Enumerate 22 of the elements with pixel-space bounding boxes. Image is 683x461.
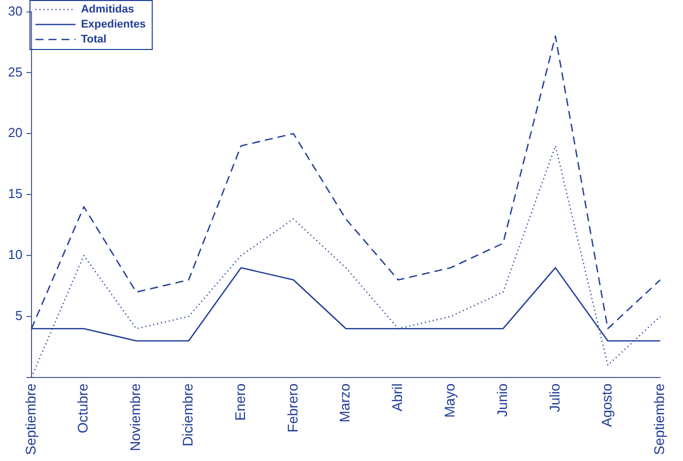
- x-tick-label: Mayo: [441, 383, 458, 418]
- y-tick-label: 15: [8, 186, 22, 202]
- x-tick-label: Septiembre: [651, 383, 668, 455]
- x-tick-label: Octubre: [74, 383, 91, 434]
- y-tick-label: 20: [8, 125, 22, 140]
- x-tick-label: Abril: [389, 383, 406, 412]
- x-tick-label: Noviembre: [127, 383, 144, 452]
- x-tick-label: Junio: [494, 383, 510, 417]
- y-tick-label: 25: [8, 64, 22, 80]
- x-tick-label: Diciembre: [180, 383, 196, 446]
- legend-label: Total: [80, 34, 106, 46]
- x-tick-label: Julio: [546, 383, 562, 412]
- x-tick-label: Septiembre: [22, 383, 38, 455]
- legend-label: Expedientes: [80, 18, 146, 31]
- y-tick-label: 5: [15, 308, 22, 324]
- x-tick-label: Agosto: [598, 383, 615, 427]
- x-tick-label: Febrero: [284, 383, 300, 432]
- x-tick-label: Enero: [232, 383, 248, 421]
- x-tick-label: Marzo: [336, 383, 353, 422]
- y-tick-label: 10: [8, 247, 22, 262]
- y-tick-label: 30: [8, 3, 22, 18]
- legend-label: Admitidas: [80, 4, 134, 16]
